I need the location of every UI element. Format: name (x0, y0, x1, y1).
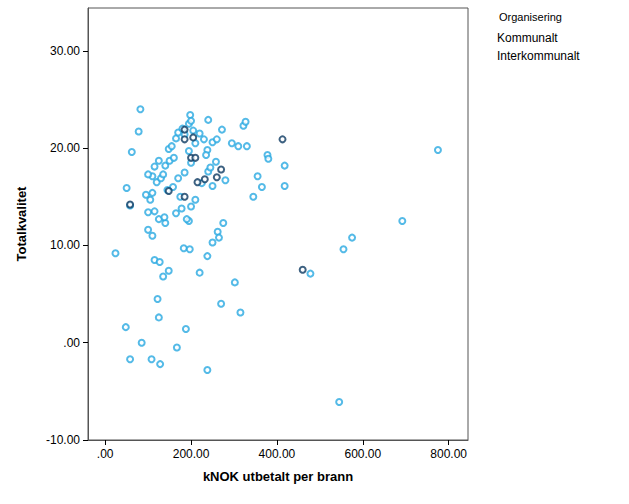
svg-text:400.00: 400.00 (259, 447, 296, 461)
svg-text:Kommunalt: Kommunalt (497, 31, 558, 45)
svg-text:.00: .00 (63, 336, 80, 350)
svg-text:kNOK utbetalt per brann: kNOK utbetalt per brann (203, 469, 353, 484)
svg-text:800.00: 800.00 (430, 447, 467, 461)
svg-text:-10.00: -10.00 (46, 433, 80, 447)
svg-text:10.00: 10.00 (50, 238, 80, 252)
svg-text:Interkommunalt: Interkommunalt (497, 49, 580, 63)
svg-text:200.00: 200.00 (173, 447, 210, 461)
svg-text:600.00: 600.00 (344, 447, 381, 461)
svg-text:Totalkvalitet: Totalkvalitet (14, 186, 29, 262)
svg-text:Organisering: Organisering (499, 11, 562, 23)
svg-text:.00: .00 (97, 447, 114, 461)
svg-text:20.00: 20.00 (50, 141, 80, 155)
svg-text:30.00: 30.00 (50, 44, 80, 58)
